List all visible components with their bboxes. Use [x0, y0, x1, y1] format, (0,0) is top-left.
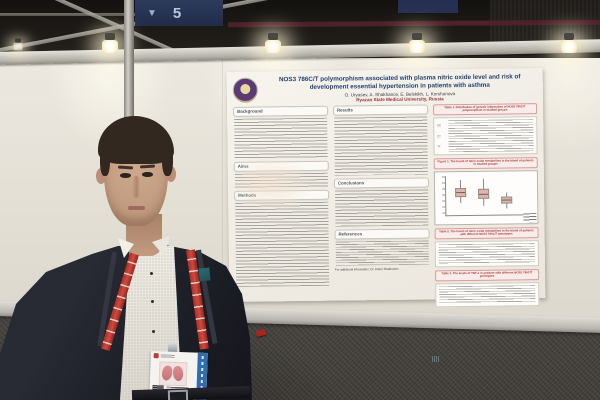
shirt-button [150, 272, 153, 275]
shirt-button [151, 300, 154, 303]
mouth [128, 206, 145, 210]
down-arrow-icon: ▼ [147, 7, 157, 19]
spotlight [561, 33, 577, 53]
board-seam [222, 58, 223, 322]
aisle-number: 5 [172, 4, 182, 22]
hair [100, 142, 110, 176]
badge-logo-text [160, 354, 175, 358]
hair [162, 140, 173, 176]
pocket-detail [198, 267, 211, 282]
nose [132, 176, 140, 198]
badge-logo-icon [153, 353, 159, 359]
lungs-graphic [158, 361, 188, 387]
head [90, 116, 182, 228]
spotlight [102, 33, 118, 53]
hall-banner-small [398, 0, 458, 13]
hall-aisle-banner: ▼ 5 [135, 0, 223, 26]
ear [166, 166, 176, 182]
eye [142, 172, 153, 177]
eye [120, 173, 131, 178]
ceiling-truss [0, 13, 140, 16]
spotlight [409, 33, 425, 53]
shirt-button [152, 330, 155, 333]
spotlight [265, 33, 281, 53]
support-pole [124, 0, 134, 140]
badge-clip [168, 344, 177, 353]
belt-buckle [167, 389, 189, 400]
ear [96, 168, 106, 184]
spotlight [13, 38, 23, 51]
floor-speck [432, 356, 440, 362]
